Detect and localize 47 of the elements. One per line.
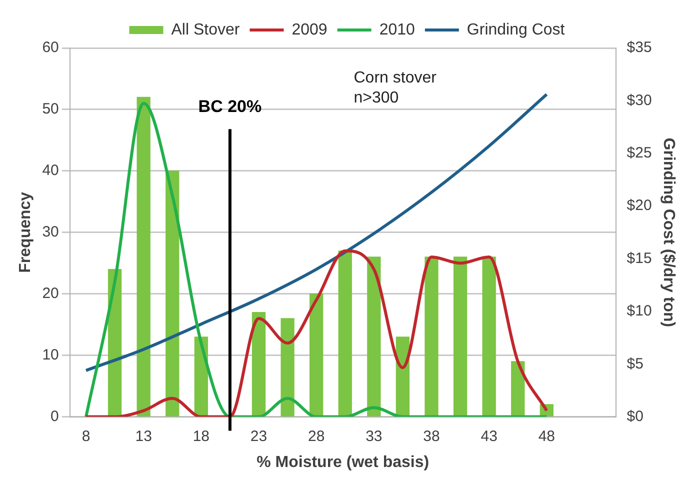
y2-tick-label: $25 [626, 144, 652, 162]
x-tick-label: 18 [192, 428, 210, 445]
bar [252, 312, 266, 416]
x-tick-label: 48 [538, 428, 556, 445]
line-series [84, 249, 548, 417]
line-series [84, 102, 548, 417]
y-axis-title: Frequency [17, 192, 34, 273]
y2-tick-label: $10 [626, 302, 652, 320]
y-tick-label: 40 [42, 162, 59, 180]
y2-tick-label: $15 [626, 250, 652, 267]
bar [136, 96, 150, 416]
x-tick-label: 28 [308, 428, 325, 445]
y2-tick-label: $30 [626, 92, 652, 109]
x-tick-label: 38 [423, 428, 440, 445]
y2-tick-label: $0 [626, 408, 644, 425]
legend-label: All Stover [171, 21, 240, 38]
y-tick-label: 60 [42, 39, 59, 56]
bar [280, 318, 294, 416]
x-axis-title: % Moisture (wet basis) [256, 454, 430, 471]
ref-line-label: BC 20% [198, 96, 262, 116]
x-tick-label: 8 [82, 428, 90, 445]
y2-tick-label: $35 [626, 39, 652, 56]
x-tick-label: 23 [250, 428, 268, 445]
bar [338, 250, 352, 416]
bar [310, 294, 324, 416]
bar [511, 361, 525, 416]
y2-tick-label: $5 [626, 355, 644, 372]
x-tick-label: 13 [135, 428, 152, 445]
bar [166, 170, 180, 416]
y2-axis-title: Grinding Cost ($/dry ton) [660, 138, 677, 328]
bar [453, 256, 468, 416]
y-tick-label: 20 [42, 285, 59, 302]
y-tick-label: 50 [42, 100, 59, 118]
bar [482, 256, 496, 416]
legend-label: 2009 [292, 21, 328, 38]
y-tick-label: 10 [42, 346, 59, 364]
y-tick-label: 0 [50, 408, 59, 425]
bar [367, 256, 381, 416]
legend-label: Grinding Cost [466, 21, 566, 38]
annotation: Corn stover n>300 [354, 69, 438, 106]
x-tick-label: 43 [480, 428, 498, 445]
bar [424, 256, 438, 416]
legend-label: 2010 [379, 21, 416, 38]
line-series [84, 92, 548, 372]
y2-tick-label: $20 [626, 197, 652, 214]
x-tick-label: 33 [366, 428, 382, 445]
y-tick-label: 30 [42, 224, 59, 241]
